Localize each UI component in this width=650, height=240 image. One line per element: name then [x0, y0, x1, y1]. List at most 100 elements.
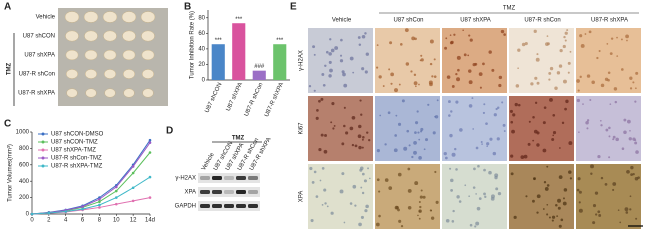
cell	[341, 142, 345, 146]
cell	[364, 209, 368, 213]
tumor	[64, 11, 80, 23]
cell	[387, 111, 391, 115]
point	[47, 211, 51, 215]
cell	[419, 195, 423, 199]
cell	[626, 39, 628, 42]
cell	[609, 52, 613, 55]
cell	[354, 144, 358, 148]
y-tick-label: 600	[19, 162, 30, 168]
cell	[321, 203, 324, 206]
tumor	[65, 69, 79, 79]
cell	[358, 43, 362, 47]
tumor	[103, 30, 117, 42]
cell	[551, 215, 556, 219]
cell	[542, 121, 546, 125]
point	[98, 203, 101, 207]
cell	[552, 134, 555, 137]
cell	[534, 76, 538, 80]
cell	[608, 135, 611, 138]
cell	[567, 71, 570, 74]
cell	[580, 44, 585, 48]
cell	[548, 216, 551, 219]
band	[248, 176, 258, 180]
bar	[273, 44, 287, 80]
cell	[483, 103, 486, 106]
cell	[558, 175, 563, 179]
cell	[629, 76, 633, 80]
cell	[591, 80, 595, 85]
blot	[198, 173, 260, 183]
cell	[459, 128, 463, 132]
cell	[578, 201, 581, 204]
cell	[592, 204, 597, 208]
cell	[388, 68, 391, 71]
cell	[423, 148, 426, 151]
tumor	[140, 11, 156, 23]
row-label: U87-R shCon	[19, 72, 55, 78]
cell	[629, 195, 632, 198]
cell	[343, 83, 348, 88]
cell	[628, 137, 632, 141]
cell	[418, 83, 420, 86]
cell	[455, 168, 458, 171]
cell	[546, 184, 550, 187]
cell	[597, 154, 601, 159]
cell	[635, 71, 639, 75]
cell	[546, 165, 549, 168]
cell	[418, 209, 422, 213]
cell	[520, 155, 525, 159]
cell	[566, 29, 569, 32]
band	[248, 204, 258, 208]
cell	[432, 131, 436, 135]
cell	[551, 219, 554, 222]
cell	[375, 222, 380, 227]
cell	[457, 68, 460, 72]
cell	[598, 49, 601, 53]
micrograph	[442, 96, 507, 161]
cell	[556, 215, 559, 217]
cell	[368, 139, 371, 142]
cell	[352, 184, 357, 189]
point	[131, 199, 135, 203]
legend-marker	[41, 148, 45, 152]
point	[81, 205, 84, 208]
cell	[562, 44, 566, 49]
x-tick-label: U87 shCON	[204, 82, 223, 114]
point	[148, 175, 152, 179]
cell	[599, 119, 602, 122]
cell	[376, 178, 380, 182]
band	[224, 190, 234, 194]
cell	[527, 142, 531, 146]
cell	[634, 100, 637, 103]
cell	[530, 82, 534, 86]
cell	[502, 123, 506, 127]
cell	[360, 186, 363, 189]
band	[212, 190, 222, 194]
cell	[313, 53, 316, 56]
cell	[331, 102, 335, 106]
x-tick-label: 8	[98, 218, 102, 224]
cell	[555, 203, 558, 207]
cell	[629, 129, 631, 132]
cell	[398, 83, 401, 86]
cell	[542, 208, 545, 210]
cell	[408, 144, 411, 147]
cell	[479, 86, 482, 89]
point	[148, 151, 152, 154]
cell	[625, 34, 629, 39]
protein-label: GAPDH	[175, 204, 196, 210]
y-tick-label: 20	[198, 62, 205, 68]
x-tick-label: U87-R shCon	[244, 82, 265, 117]
tumor	[122, 69, 136, 79]
cell	[600, 124, 603, 127]
annotation: ***	[276, 38, 284, 44]
cell	[576, 79, 580, 83]
point	[131, 171, 135, 175]
cell	[586, 74, 591, 78]
cell	[406, 129, 410, 133]
cell	[510, 120, 514, 124]
cell	[561, 121, 565, 125]
page: {"panel_a": {"label": "A", "rows": ["Veh…	[4, 1, 643, 229]
cell	[472, 186, 476, 189]
